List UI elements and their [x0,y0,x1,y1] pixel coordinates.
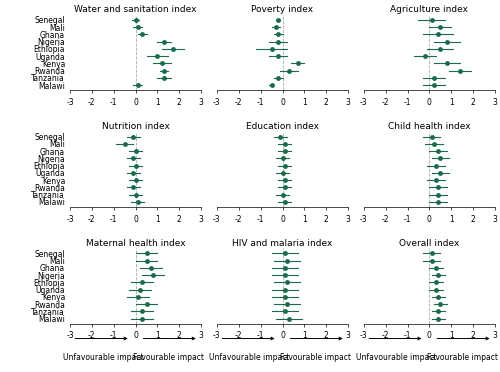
Title: HIV and malaria index: HIV and malaria index [232,238,332,247]
Title: Water and sanitation index: Water and sanitation index [74,5,197,14]
Title: Maternal health index: Maternal health index [86,238,186,247]
Title: Agriculture index: Agriculture index [390,5,468,14]
Text: Unfavourable impact: Unfavourable impact [356,353,437,362]
Title: Overall index: Overall index [399,238,460,247]
Text: Favourable impact: Favourable impact [426,353,498,362]
Title: Poverty index: Poverty index [252,5,314,14]
Title: Education index: Education index [246,122,319,131]
Text: Favourable impact: Favourable impact [280,353,351,362]
Text: Unfavourable impact: Unfavourable impact [210,353,290,362]
Title: Nutrition index: Nutrition index [102,122,170,131]
Text: Favourable impact: Favourable impact [133,353,204,362]
Title: Child health index: Child health index [388,122,470,131]
Text: Unfavourable impact: Unfavourable impact [62,353,143,362]
